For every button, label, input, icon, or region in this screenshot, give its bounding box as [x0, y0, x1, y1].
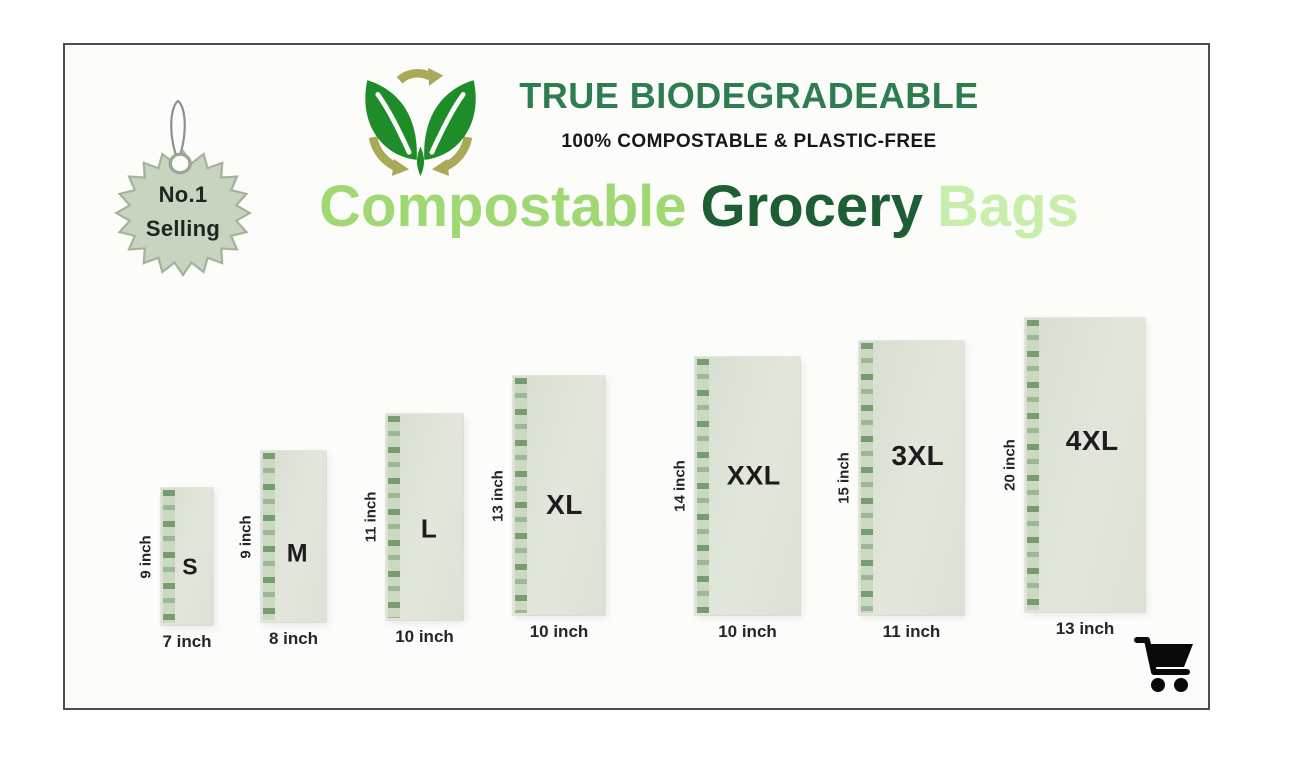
bag-xxl: XXL 14 inch 10 inch [672, 357, 800, 641]
shopping-cart-icon [1134, 637, 1193, 692]
bag-height-label: 15 inch [835, 452, 853, 504]
bag-width-label: 11 inch [882, 622, 941, 641]
bag-3xl: 3XL 15 inch 11 inch [836, 341, 964, 641]
bag-size-label: XL [546, 489, 583, 521]
bag-height-label: 9 inch [237, 514, 255, 559]
tag-string-loop [170, 99, 186, 162]
bag-width-label: 10 inch [718, 622, 777, 641]
bag-size-label: M [286, 539, 309, 568]
bag-size-label: XXL [726, 460, 781, 491]
bag-height-label: 13 inch [489, 469, 507, 522]
main-title: TRUE BIODEGRADEABLE [519, 75, 979, 116]
bag-m: M 9 inch 8 inch [238, 451, 326, 648]
bag-height-label: 9 inch [137, 534, 155, 579]
bag-4xl: 4XL 20 inch 13 inch [1002, 318, 1145, 638]
bag-size-label: 3XL [891, 440, 945, 472]
bag-print-strip [163, 490, 175, 623]
heading-word-compostable: Compostable [319, 174, 687, 239]
starburst-seal-icon [114, 148, 252, 278]
bag-height-label: 11 inch [362, 491, 380, 543]
bag-size-label: L [420, 513, 438, 544]
bag-width-label: 13 inch [1055, 619, 1115, 638]
bag-print-strip [1027, 320, 1039, 610]
bag-print-strip [388, 416, 400, 618]
bag-xl: XL 13 inch 10 inch [490, 376, 605, 641]
product-heading: Compostable Grocery Bags [249, 174, 1149, 239]
heading-word-grocery: Grocery [700, 174, 923, 239]
tag-hole [168, 152, 192, 175]
bag-size-label: S [182, 553, 199, 580]
bag-print-strip [515, 378, 527, 613]
bag-s: S 9 inch 7 inch [138, 488, 213, 651]
bag-height-label: 14 inch [671, 460, 689, 512]
heading-word-bags: Bags [937, 174, 1079, 239]
leaf-recycle-logo-icon [365, 67, 476, 177]
bag-height-label: 20 inch [1001, 439, 1019, 491]
bag-width-label: 10 inch [529, 622, 589, 641]
bag-print-strip [861, 343, 873, 613]
bag-width-label: 8 inch [268, 629, 319, 648]
product-card: No.1 Selling TRUE BIODEGRADEABLE 100% CO… [63, 43, 1210, 710]
bag-width-label: 10 inch [395, 627, 454, 646]
bag-l: L 11 inch 10 inch [363, 414, 463, 646]
bag-size-label: 4XL [1065, 425, 1119, 457]
bag-print-strip [697, 359, 709, 613]
badge-text-line2: Selling [145, 215, 221, 241]
bag-print-strip [263, 453, 275, 620]
bag-width-label: 7 inch [162, 632, 212, 651]
badge-text-line1: No.1 [158, 181, 208, 207]
no1-selling-badge: No.1 Selling [112, 147, 254, 279]
subtitle: 100% COMPOSTABLE & PLASTIC-FREE [561, 131, 937, 152]
